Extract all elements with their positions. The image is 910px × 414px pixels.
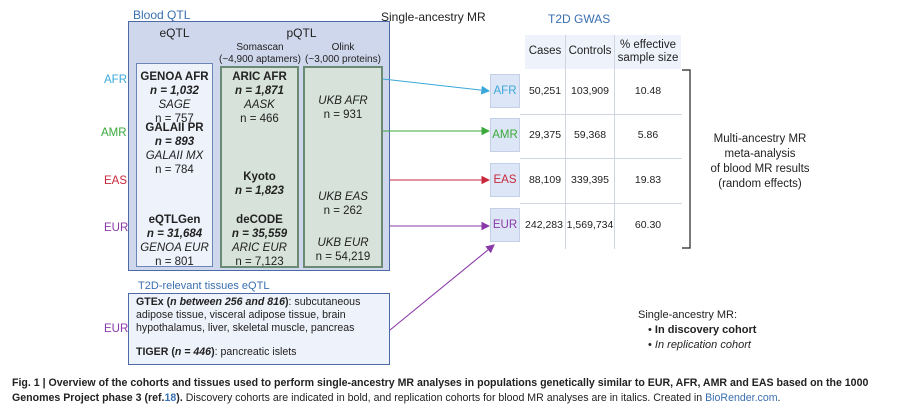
col-header-controls: Controls [566, 35, 614, 69]
ancestry-label-amr: AMR [101, 127, 127, 139]
gwas-amr-cases: 29,375 [528, 129, 562, 141]
ancestry-label-afr: AFR [104, 74, 127, 86]
gwas-eur-controls: 1,569,734 [566, 219, 614, 231]
olink-afr-cohort: UKB AFR n = 931 [318, 95, 368, 122]
gtex-description: GTEx (n between 256 and 816): subcutaneo… [136, 296, 361, 335]
eqtl-header: eQTL [159, 26, 190, 40]
gwas-amr-pct: 5.86 [637, 129, 659, 141]
arrow-afr [382, 78, 491, 95]
tissue-eqtl-panel [128, 293, 390, 365]
gwas-afr-cases: 50,251 [528, 85, 562, 97]
biorender-link[interactable]: BioRender.com [705, 392, 778, 405]
blood-qtl-title: Blood QTL [133, 8, 191, 22]
eqtl-afr-cohort: GENOA AFR n = 1,032 SAGE n = 757 [140, 71, 209, 126]
gwas-row-amr-label: AMR [490, 118, 520, 152]
single-ancestry-mr-label: Single-ancestry MR [381, 10, 486, 24]
gwas-eur-cases: 242,283 [525, 219, 563, 231]
meta-analysis-label: Multi-ancestry MR meta-analysis of blood… [710, 133, 810, 190]
olink-eur-cohort: UKB EUR n = 54,219 [315, 237, 371, 264]
table-divider [520, 203, 682, 204]
gwas-eas-cases: 88,109 [528, 174, 562, 186]
table-divider [614, 35, 615, 249]
col-header-effective-size: % effective sample size [615, 35, 681, 69]
legend: Single-ancestry MR: • In discovery cohor… [638, 309, 757, 351]
table-divider [520, 114, 682, 115]
somascan-column [220, 66, 299, 268]
table-divider [565, 35, 566, 249]
tiger-description: TIGER (n = 446): pancreatic islets [136, 346, 297, 358]
somascan-eas-cohort: Kyoto n = 1,823 [235, 171, 284, 198]
figure-caption: Fig. 1 | Overview of the cohorts and tis… [12, 377, 869, 405]
tissue-eqtl-title: T2D-relevant tissues eQTL [138, 280, 270, 292]
somascan-header: Somascan (~4,900 aptamers) [219, 42, 301, 65]
gwas-row-eas-label: EAS [490, 163, 520, 197]
ancestry-label-eas: EAS [104, 175, 128, 187]
gwas-afr-pct: 10.48 [634, 85, 662, 97]
eqtl-amr-cohort: GALAII PR n = 893 GALAII MX n = 784 [145, 122, 204, 177]
eqtl-column [136, 63, 213, 267]
olink-column [303, 66, 383, 268]
gwas-afr-controls: 103,909 [571, 85, 609, 97]
arrow-eur-tissue [389, 244, 495, 331]
pqtl-header: pQTL [286, 26, 317, 40]
table-divider [520, 158, 682, 159]
gwas-eas-pct: 19.83 [634, 174, 662, 186]
ancestry-label-eur: EUR [104, 222, 129, 234]
eqtl-eur-cohort: eQTLGen n = 31,684 GENOA EUR n = 801 [140, 214, 209, 269]
somascan-eur-cohort: deCODE n = 35,559 ARIC EUR n = 7,123 [231, 214, 288, 269]
olink-eas-cohort: UKB EAS n = 262 [318, 191, 368, 218]
meta-bracket [682, 69, 691, 249]
somascan-afr-cohort: ARIC AFR n = 1,871 AASK n = 466 [232, 71, 287, 126]
olink-header: Olink (~3,000 proteins) [305, 42, 381, 65]
gwas-amr-controls: 59,368 [573, 129, 607, 141]
col-header-cases: Cases [525, 35, 565, 69]
gwas-row-eur-label: EUR [490, 208, 520, 242]
t2d-gwas-title: T2D GWAS [548, 12, 611, 26]
ancestry-label-eur-tissue: EUR [104, 323, 129, 335]
gwas-row-afr-label: AFR [490, 74, 520, 108]
gwas-eur-pct: 60.30 [634, 219, 662, 231]
gwas-eas-controls: 339,395 [571, 174, 609, 186]
